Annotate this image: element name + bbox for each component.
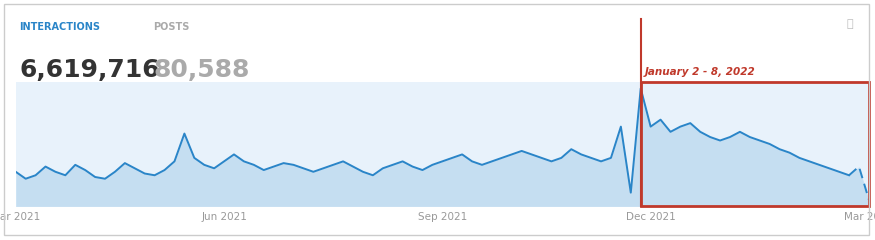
Text: POSTS: POSTS	[153, 22, 190, 32]
Bar	[640, 82, 869, 206]
Text: INTERACTIONS: INTERACTIONS	[19, 22, 101, 32]
Text: January 2 - 8, 2022: January 2 - 8, 2022	[645, 67, 756, 77]
Text: ⓘ: ⓘ	[846, 19, 853, 29]
Text: 80,588: 80,588	[153, 58, 249, 82]
Text: 6,619,716: 6,619,716	[19, 58, 160, 82]
